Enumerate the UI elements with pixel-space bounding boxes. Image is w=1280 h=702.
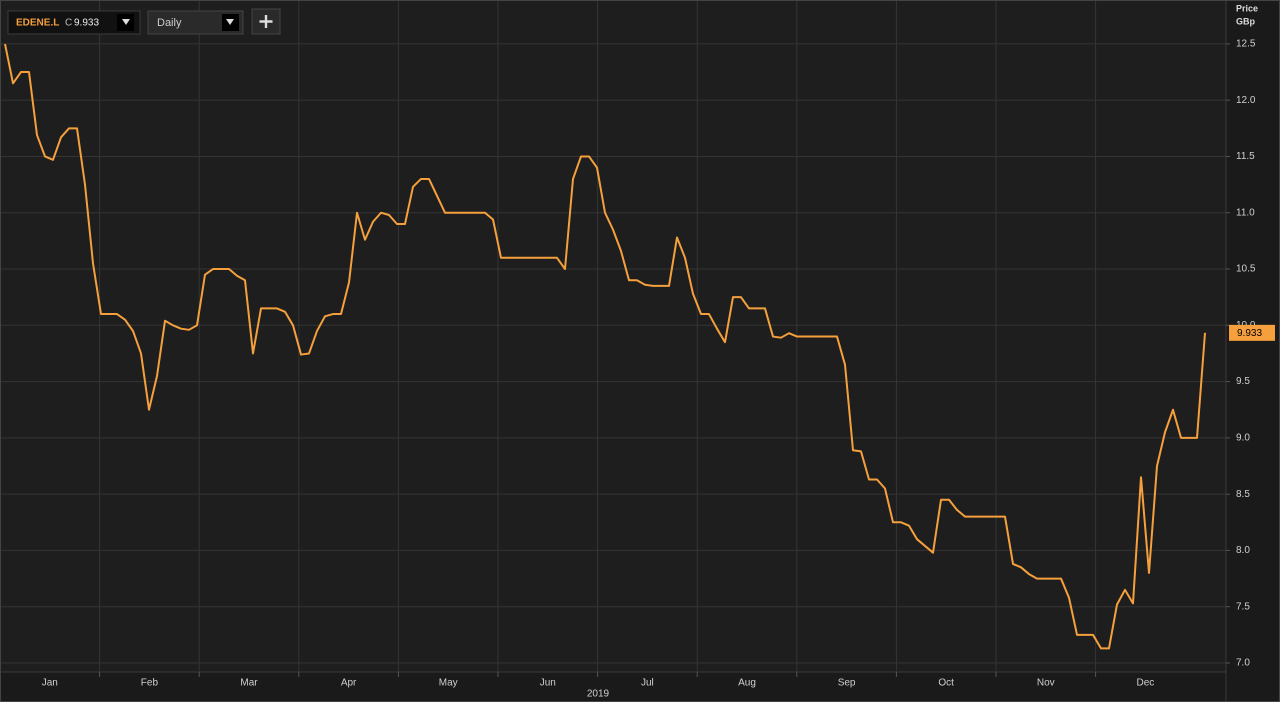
y-tick-label: 8.5 [1236,489,1250,500]
y-tick-label: 11.0 [1236,207,1255,218]
x-tick-label: Nov [1037,678,1055,689]
dropdown-arrow [122,19,130,25]
y-tick-label: 10.5 [1236,264,1256,275]
interval: Daily [157,17,182,29]
close-label: C [65,18,72,29]
y-tick-label: 9.0 [1236,433,1250,444]
last-value-tag [1229,324,1275,341]
year-label: 2019 [587,689,610,700]
x-tick-label: Jan [42,678,58,689]
y-tick-label: 8.0 [1236,545,1250,556]
y-tick-label: 11.5 [1236,151,1255,162]
y-tick-label: 9.5 [1236,376,1250,387]
y-axis-band [1226,0,1280,702]
x-tick-label: Apr [341,678,357,689]
close-value: 9.933 [74,18,99,29]
y-tick-label: 12.5 [1236,39,1256,50]
plot [4,43,1206,650]
x-tick-label: Aug [738,678,756,689]
x-tick-label: Jun [540,678,556,689]
last-value-label: 9.933 [1237,328,1262,339]
axes: 7.07.58.08.59.09.510.010.511.011.512.012… [0,39,1275,689]
y-tick-label: 7.0 [1236,658,1250,669]
price-line [4,43,1206,650]
y-axis-label: Price [1236,3,1258,13]
x-tick-label: Oct [938,678,954,689]
symbol-box[interactable] [7,10,141,35]
interval-box[interactable] [147,10,244,35]
x-tick-label: Jul [641,678,654,689]
x-tick-label: Feb [141,678,159,689]
y-tick-label: 7.5 [1236,601,1250,612]
x-axis-band [0,672,1226,702]
x-tick-label: Sep [838,678,856,689]
y-axis-unit: GBp [1236,16,1256,26]
x-tick-label: Mar [240,678,258,689]
add-icon [259,15,273,28]
y-tick-label: 12.0 [1236,95,1256,106]
x-tick-label: Dec [1137,678,1155,689]
dropdown-arrow [226,19,234,25]
grid [0,0,1226,672]
x-tick-label: May [439,678,458,689]
symbol: EDENE.L [16,18,59,29]
